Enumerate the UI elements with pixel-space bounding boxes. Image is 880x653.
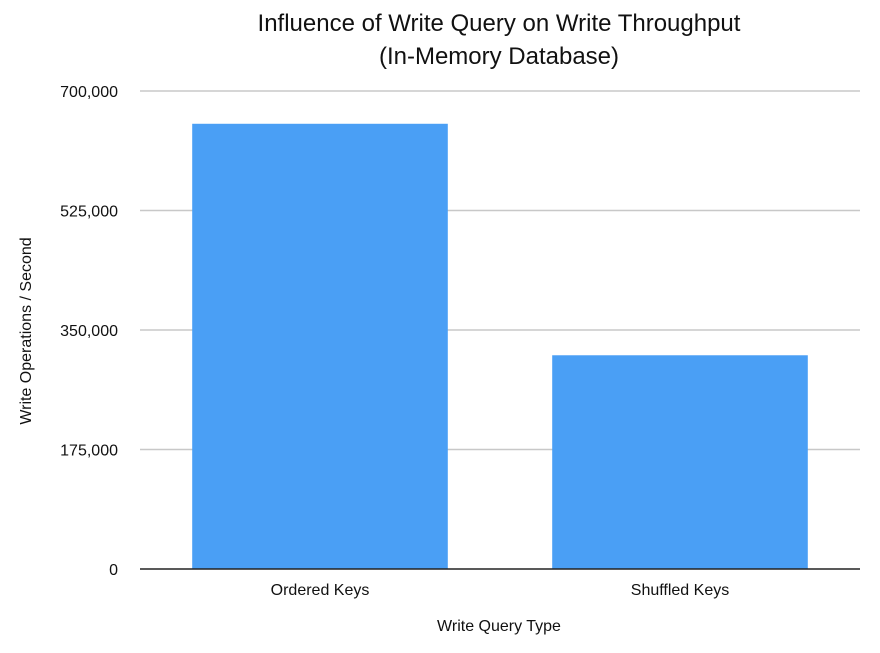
x-tick-label: Shuffled Keys xyxy=(631,582,729,599)
y-tick-label: 350,000 xyxy=(60,323,118,340)
chart-title-line-2: (In-Memory Database) xyxy=(379,43,619,70)
y-tick-label: 0 xyxy=(109,562,118,579)
bar-shuffled-keys xyxy=(552,355,808,569)
y-tick-label: 175,000 xyxy=(60,443,118,460)
y-tick-labels: 0 175,000 350,000 525,000 700,000 xyxy=(60,84,118,579)
x-axis-title: Write Query Type xyxy=(437,618,561,635)
y-axis-title: Write Operations / Second xyxy=(18,237,35,424)
y-tick-label: 525,000 xyxy=(60,204,118,221)
bar-ordered-keys xyxy=(192,123,448,569)
bars xyxy=(192,123,808,569)
y-tick-label: 700,000 xyxy=(60,84,118,101)
x-tick-labels: Ordered Keys Shuffled Keys xyxy=(271,582,730,599)
chart-title-line-1: Influence of Write Query on Write Throug… xyxy=(258,10,741,37)
x-tick-label: Ordered Keys xyxy=(271,582,370,599)
